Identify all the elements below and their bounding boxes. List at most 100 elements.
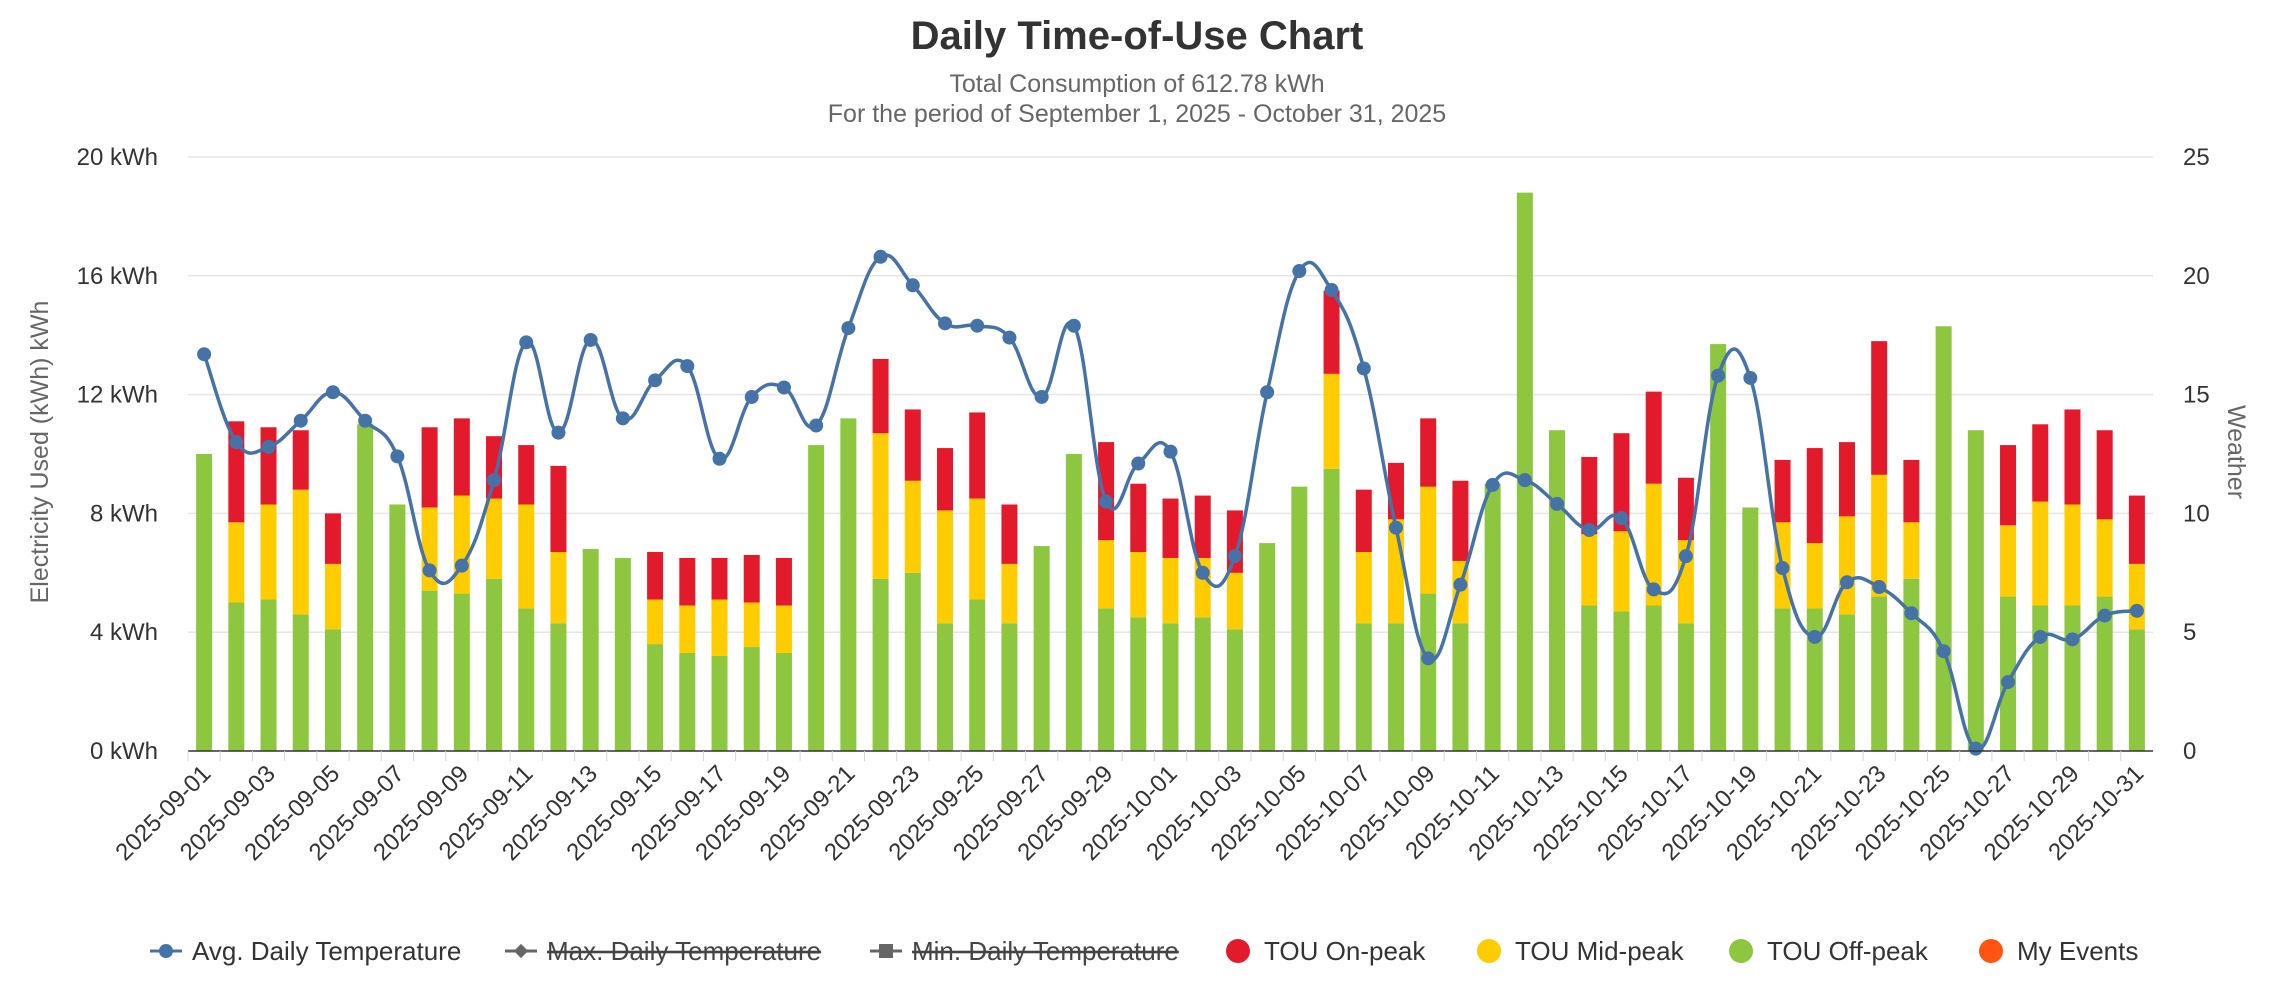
bar-midpeak[interactable] <box>2096 519 2113 597</box>
bar-offpeak[interactable] <box>421 590 438 751</box>
bar-onpeak[interactable] <box>872 358 889 434</box>
temperature-point[interactable] <box>519 335 534 350</box>
temperature-point[interactable] <box>422 563 437 578</box>
temperature-point[interactable] <box>938 316 953 331</box>
bar-offpeak[interactable] <box>904 572 921 751</box>
bar-onpeak[interactable] <box>1903 459 1920 523</box>
bar-offpeak[interactable] <box>1645 605 1662 751</box>
bar-onpeak[interactable] <box>2064 409 2081 505</box>
bar-onpeak[interactable] <box>647 552 664 600</box>
bar-onpeak[interactable] <box>324 513 341 564</box>
bar-offpeak[interactable] <box>1677 623 1694 751</box>
bar-midpeak[interactable] <box>324 563 341 630</box>
bar-midpeak[interactable] <box>743 602 760 648</box>
bar-offpeak[interactable] <box>196 454 213 751</box>
temperature-point[interactable] <box>2033 629 2048 644</box>
bar-midpeak[interactable] <box>1323 373 1340 469</box>
bar-offpeak[interactable] <box>228 602 245 752</box>
bar-midpeak[interactable] <box>1838 516 1855 615</box>
bar-onpeak[interactable] <box>2000 445 2017 526</box>
bar-midpeak[interactable] <box>1162 557 1179 624</box>
temperature-point[interactable] <box>1550 496 1565 511</box>
bar-midpeak[interactable] <box>1001 563 1018 624</box>
bar-onpeak[interactable] <box>2032 424 2049 502</box>
bar-onpeak[interactable] <box>1806 448 1823 544</box>
temperature-point[interactable] <box>1227 549 1242 564</box>
temperature-point[interactable] <box>970 318 985 333</box>
temperature-point[interactable] <box>229 435 244 450</box>
legend-item[interactable]: TOU Mid-peak <box>1477 936 1685 966</box>
temperature-point[interactable] <box>1066 318 1081 333</box>
bar-onpeak[interactable] <box>1387 462 1404 520</box>
temperature-point[interactable] <box>551 425 566 440</box>
temperature-point[interactable] <box>1453 577 1468 592</box>
bar-offpeak[interactable] <box>1806 608 1823 751</box>
temperature-point[interactable] <box>2097 608 2112 623</box>
temperature-point[interactable] <box>583 332 598 347</box>
bar-onpeak[interactable] <box>1613 433 1630 532</box>
temperature-point[interactable] <box>2001 675 2016 690</box>
bar-midpeak[interactable] <box>2032 501 2049 606</box>
temperature-point[interactable] <box>1195 565 1210 580</box>
temperature-point[interactable] <box>487 473 502 488</box>
temperature-point[interactable] <box>712 451 727 466</box>
bar-offpeak[interactable] <box>1484 483 1501 751</box>
legend-item[interactable]: Avg. Daily Temperature <box>150 936 461 966</box>
temperature-point[interactable] <box>1614 511 1629 526</box>
temperature-point[interactable] <box>615 411 630 426</box>
bar-midpeak[interactable] <box>937 510 954 624</box>
bar-onpeak[interactable] <box>486 436 503 499</box>
bar-onpeak[interactable] <box>1355 489 1372 553</box>
bar-offpeak[interactable] <box>1871 596 1888 751</box>
bar-midpeak[interactable] <box>1645 483 1662 606</box>
bar-offpeak[interactable] <box>1291 486 1308 751</box>
bar-offpeak[interactable] <box>1613 611 1630 751</box>
temperature-point[interactable] <box>1099 494 1114 509</box>
bar-midpeak[interactable] <box>1420 486 1437 594</box>
temperature-point[interactable] <box>2129 603 2144 618</box>
temperature-point[interactable] <box>680 359 695 374</box>
bar-onpeak[interactable] <box>260 427 277 505</box>
temperature-point[interactable] <box>1388 520 1403 535</box>
bar-onpeak[interactable] <box>1194 495 1211 558</box>
temperature-point[interactable] <box>1002 330 1017 345</box>
temperature-point[interactable] <box>390 449 405 464</box>
bar-midpeak[interactable] <box>969 498 986 600</box>
bar-midpeak[interactable] <box>292 489 309 615</box>
bar-midpeak[interactable] <box>1903 522 1920 579</box>
bar-offpeak[interactable] <box>550 623 567 751</box>
temperature-point[interactable] <box>454 558 469 573</box>
bar-onpeak[interactable] <box>1323 290 1340 374</box>
bar-midpeak[interactable] <box>228 522 245 603</box>
bar-midpeak[interactable] <box>872 433 889 579</box>
bar-midpeak[interactable] <box>2128 563 2145 630</box>
bar-onpeak[interactable] <box>550 465 567 553</box>
bar-midpeak[interactable] <box>679 605 696 653</box>
temperature-point[interactable] <box>1260 385 1275 400</box>
temperature-point[interactable] <box>1292 264 1307 279</box>
legend-item[interactable]: TOU On-peak <box>1226 936 1426 966</box>
temperature-point[interactable] <box>1421 651 1436 666</box>
bar-offpeak[interactable] <box>2128 629 2145 751</box>
bar-offpeak[interactable] <box>2096 596 2113 751</box>
temperature-point[interactable] <box>2065 632 2080 647</box>
bar-onpeak[interactable] <box>1774 459 1791 523</box>
bar-midpeak[interactable] <box>550 552 567 624</box>
bar-offpeak[interactable] <box>1033 546 1050 751</box>
bar-midpeak[interactable] <box>518 504 535 609</box>
bar-onpeak[interactable] <box>969 412 986 499</box>
bar-offpeak[interactable] <box>614 557 631 751</box>
bar-offpeak[interactable] <box>1710 344 1727 751</box>
temperature-point[interactable] <box>1936 644 1951 659</box>
legend-item[interactable]: TOU Off-peak <box>1729 936 1929 966</box>
temperature-point[interactable] <box>1839 575 1854 590</box>
temperature-point[interactable] <box>905 278 920 293</box>
bar-offpeak[interactable] <box>1581 605 1598 751</box>
bar-offpeak[interactable] <box>486 578 503 751</box>
bar-offpeak[interactable] <box>2032 605 2049 751</box>
bar-offpeak[interactable] <box>1130 617 1147 751</box>
temperature-point[interactable] <box>1904 606 1919 621</box>
bar-onpeak[interactable] <box>2096 430 2113 520</box>
bar-offpeak[interactable] <box>743 647 760 751</box>
bar-midpeak[interactable] <box>1581 534 1598 606</box>
